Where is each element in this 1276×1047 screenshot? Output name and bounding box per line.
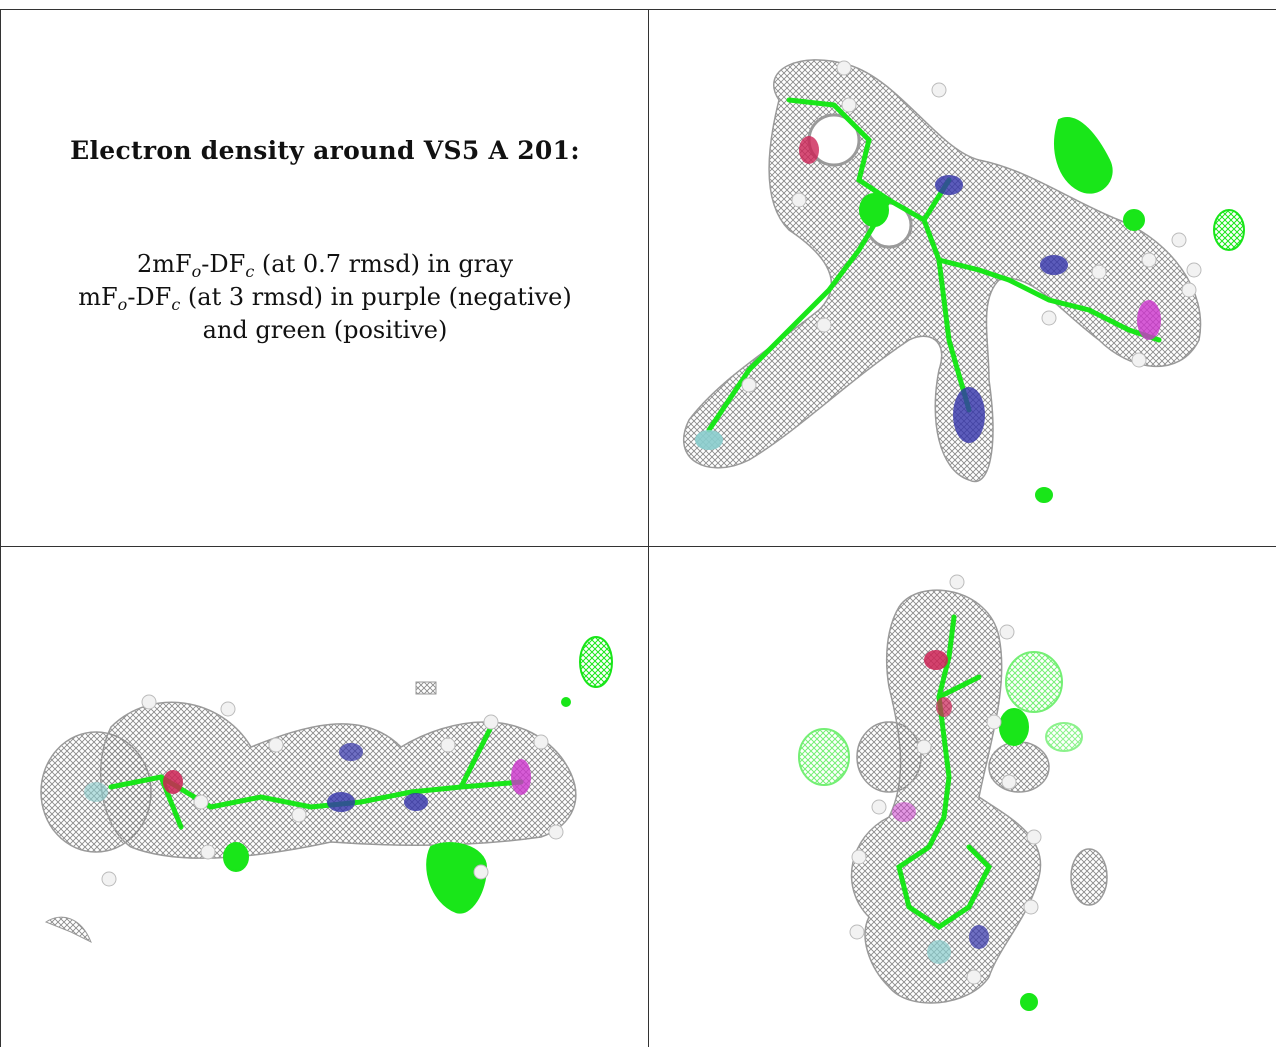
hydrogen-atoms xyxy=(849,574,1042,985)
caption-cell: Electron density around VS5 A 201: 2mFo-… xyxy=(1,10,648,546)
density-view-vertical xyxy=(649,547,1276,1047)
positive-density-blobs xyxy=(859,117,1245,503)
gray-noise-mesh xyxy=(44,681,437,944)
legend-line-purple: mFo-DFc (at 3 rmsd) in purple (negative) xyxy=(78,283,572,314)
hydrogen-atoms xyxy=(101,694,564,887)
heteroatoms xyxy=(84,743,531,812)
table-border-top xyxy=(0,9,1276,10)
caption-legend: 2mFo-DFc (at 0.7 rmsd) in gray mFo-DFc (… xyxy=(1,248,648,347)
density-image-vertical xyxy=(798,574,1108,1011)
density-image-top xyxy=(682,59,1245,503)
table-border-middle-vertical xyxy=(648,9,649,1047)
heteroatoms xyxy=(695,136,1161,450)
density-view-side xyxy=(1,547,648,1047)
positive-density-blobs xyxy=(223,636,613,914)
density-image-side xyxy=(40,636,613,944)
heteroatoms xyxy=(892,650,989,964)
hydrogen-atoms xyxy=(741,60,1202,393)
positive-density-blobs xyxy=(798,651,1083,1011)
legend-line-gray: 2mFo-DFc (at 0.7 rmsd) in gray xyxy=(136,250,514,281)
table-border-left xyxy=(0,9,1,1047)
legend-line-green: and green (positive) xyxy=(202,316,448,344)
ligand-bonds xyxy=(896,614,993,931)
caption-title: Electron density around VS5 A 201: xyxy=(70,136,580,165)
table-border-middle-horizontal xyxy=(0,546,1276,547)
density-view-top xyxy=(649,10,1276,546)
